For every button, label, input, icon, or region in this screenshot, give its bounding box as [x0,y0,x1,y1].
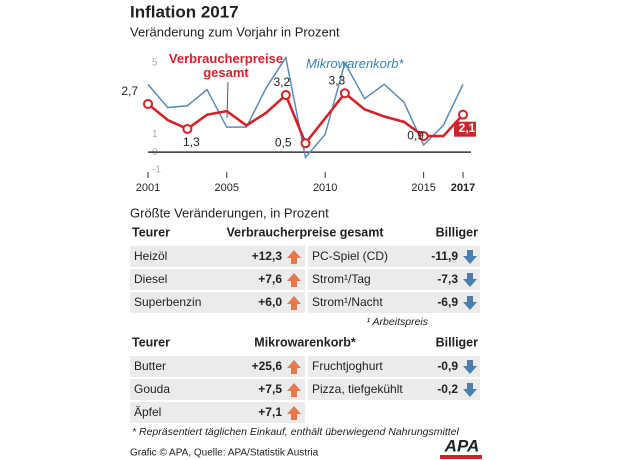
data-label: 1,3 [183,135,200,149]
row-bg [130,292,305,313]
logo-bar [440,455,482,459]
item: Heizöl [134,249,167,263]
change: -0,2 [437,382,458,396]
x-tick-label: 2017 [451,182,475,194]
label-box [454,121,476,137]
arrow-up [287,360,301,374]
row-bg [130,246,305,267]
row-bg [308,379,480,400]
legend-blue: Mikrowarenkorb* [306,56,404,71]
x-tick-label: 2005 [215,182,239,194]
point-marker [143,98,153,109]
arrow-down [463,360,477,374]
point-marker [418,131,429,142]
table-header: Billiger [436,225,479,239]
table-header: Mikrowarenkorb* [254,335,356,349]
data-label: 3,2 [273,75,290,89]
arrow-down [463,250,477,264]
change: -11,9 [431,249,458,263]
item: Gouda [134,382,170,396]
table-header: Billiger [436,335,479,349]
item: Butter [134,359,166,373]
change: -0,9 [437,359,458,373]
x-tick-label: 2015 [411,182,435,194]
footnote: * Repräsentiert täglichen Einkauf, enthä… [132,426,460,438]
source: Grafic © APA, Quelle: APA/Statistik Aust… [130,448,319,459]
data-label: 0,5 [275,135,292,149]
row-bg [308,356,480,377]
arrow-up [287,296,301,310]
arrow-up [287,273,301,287]
point-marker [339,88,350,99]
item: Pizza, tiefgekühlt [312,382,403,396]
table-header: Teurer [132,335,170,349]
x-tick-label: 2010 [313,182,337,194]
row-bg [130,402,305,423]
arrow-down [463,273,477,287]
item: PC-Spiel (CD) [312,249,388,263]
footnote: ¹ Arbeitspreis [367,316,429,328]
row-bg [130,356,305,377]
x-tick-label: 2001 [136,182,160,194]
y-tick-label: 5 [152,58,158,69]
change: -7,3 [437,272,458,286]
point-marker [458,109,468,120]
series-line [147,55,464,160]
row-bg [308,269,480,290]
data-label: 2,1 [459,121,476,135]
change: +6,0 [258,295,282,309]
point-marker [182,123,193,134]
change: +7,1 [258,405,282,419]
arrow-up [287,250,301,264]
arrow-down [463,383,477,397]
data-label: 3,3 [329,73,346,87]
point-marker [280,90,291,101]
y-tick-label: 1 [152,129,158,140]
arrow-down [463,296,477,310]
data-label: 2,7 [121,84,138,98]
item: Diesel [134,272,167,286]
arrow-up [287,383,301,397]
subtitle: Veränderung zum Vorjahr in Prozent [130,24,340,39]
change: +12,3 [252,249,283,263]
item: Strom¹/Nacht [312,295,383,309]
change: -6,9 [437,295,458,309]
row-bg [130,269,305,290]
title: Inflation 2017 [130,2,239,21]
row-bg [308,246,480,267]
logo: APA [444,436,480,455]
item: Fruchtjoghurt [312,359,383,373]
change: +7,6 [258,272,282,286]
data-label: 0,9 [407,128,424,142]
table-header: Teurer [132,225,170,239]
section-title: Größte Veränderungen, in Prozent [130,205,329,220]
item: Superbenzin [134,295,201,309]
table-header: Verbraucherpreise gesamt [226,225,384,239]
y-tick-label: -1 [152,165,161,176]
row-bg [308,292,480,313]
item: Äpfel [134,405,161,419]
change: +25,6 [252,359,283,373]
row-bg [130,379,305,400]
arrow-up [287,406,301,420]
legend-red: Verbraucherpreise gesamt [168,51,284,80]
change: +7,5 [258,382,282,396]
item: Strom¹/Tag [312,272,371,286]
point-marker [300,138,311,149]
